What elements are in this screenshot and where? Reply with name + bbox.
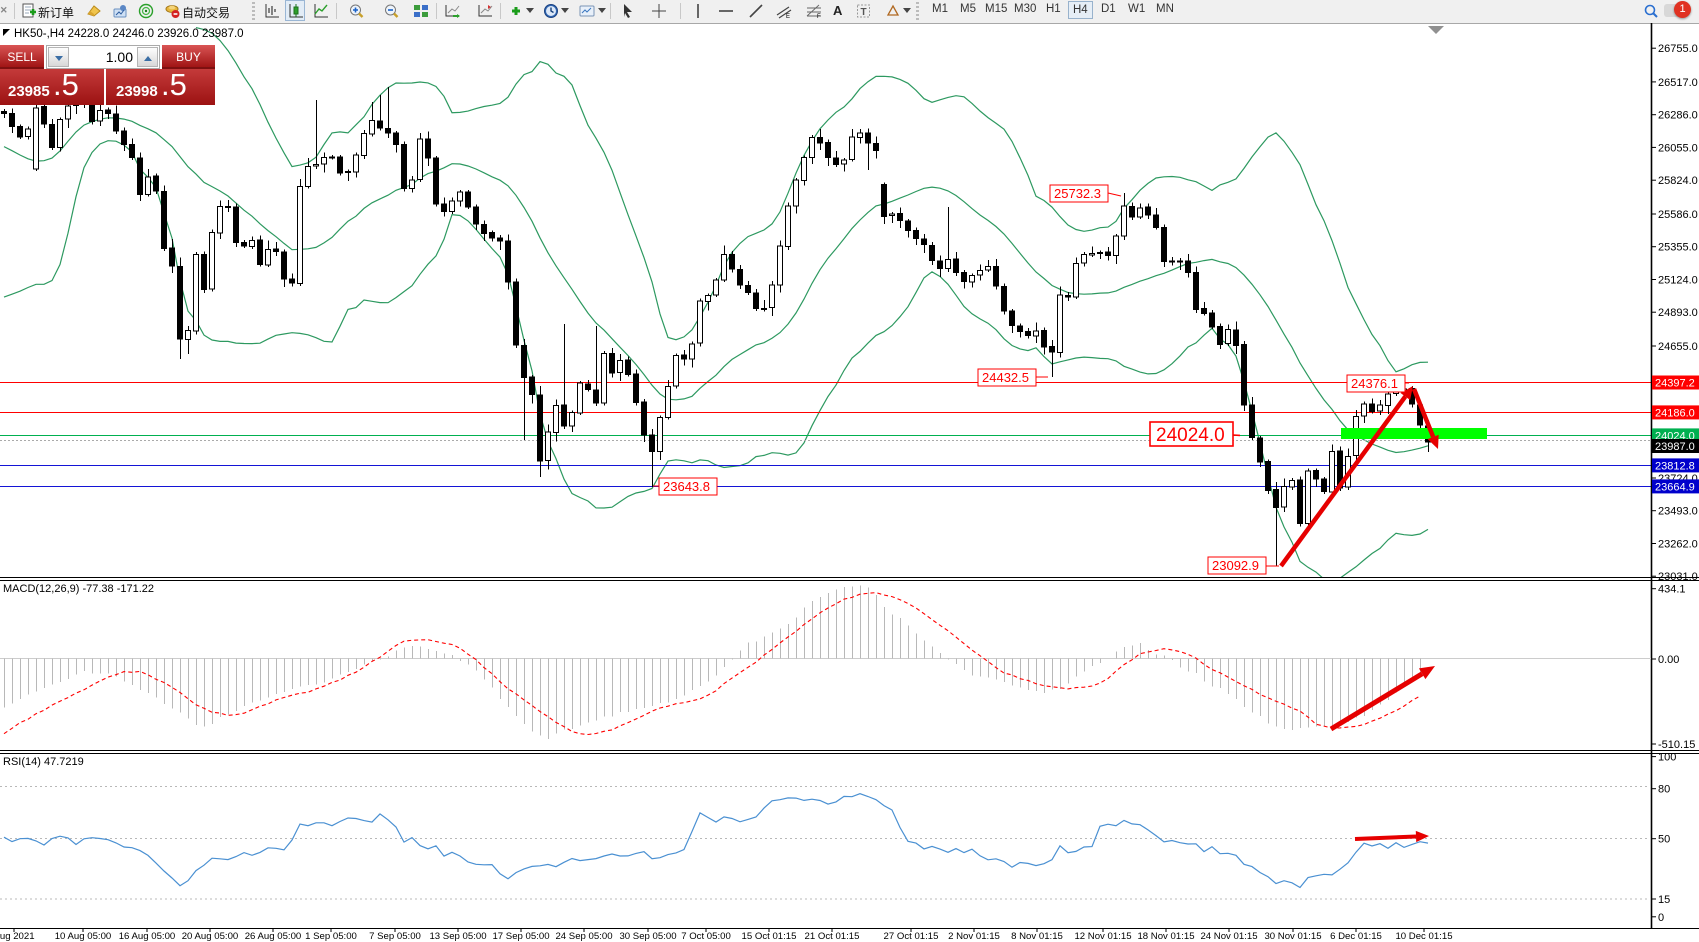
svg-text:23262.0: 23262.0 bbox=[1658, 539, 1698, 551]
svg-text:26755.0: 26755.0 bbox=[1658, 43, 1698, 55]
svg-text:21 Oct 01:15: 21 Oct 01:15 bbox=[805, 931, 860, 942]
svg-text:25824.0: 25824.0 bbox=[1658, 175, 1698, 187]
svg-text:F: F bbox=[817, 14, 821, 19]
svg-text:30 Sep 05:00: 30 Sep 05:00 bbox=[619, 931, 676, 942]
svg-text:26055.0: 26055.0 bbox=[1658, 142, 1698, 154]
svg-text:7 Oct 05:00: 7 Oct 05:00 bbox=[681, 931, 731, 942]
svg-text:10 Dec 01:15: 10 Dec 01:15 bbox=[1395, 931, 1452, 942]
svg-text:23987.0: 23987.0 bbox=[1655, 441, 1695, 453]
svg-text:24655.0: 24655.0 bbox=[1658, 341, 1698, 353]
svg-text:26 Aug 05:00: 26 Aug 05:00 bbox=[245, 931, 302, 942]
svg-text:27 Oct 01:15: 27 Oct 01:15 bbox=[884, 931, 939, 942]
svg-text:25355.0: 25355.0 bbox=[1658, 242, 1698, 254]
svg-text:10 Aug 05:00: 10 Aug 05:00 bbox=[55, 931, 112, 942]
svg-text:24024.0: 24024.0 bbox=[1156, 425, 1225, 446]
svg-text:23092.9: 23092.9 bbox=[1212, 558, 1259, 573]
svg-text:25732.3: 25732.3 bbox=[1054, 186, 1101, 201]
svg-text:24 Nov 01:15: 24 Nov 01:15 bbox=[1200, 931, 1257, 942]
svg-text:2 Nov 01:15: 2 Nov 01:15 bbox=[948, 931, 1000, 942]
svg-text:15 Oct 01:15: 15 Oct 01:15 bbox=[742, 931, 797, 942]
svg-text:HK50-,H4 24228.0 24246.0 2392: HK50-,H4 24228.0 24246.0 23926.0 23987.0 bbox=[14, 28, 244, 40]
svg-text:24 Sep 05:00: 24 Sep 05:00 bbox=[555, 931, 612, 942]
svg-text:23493.0: 23493.0 bbox=[1658, 506, 1698, 518]
svg-text:13 Sep 05:00: 13 Sep 05:00 bbox=[429, 931, 486, 942]
svg-text:20 Aug 05:00: 20 Aug 05:00 bbox=[182, 931, 239, 942]
svg-text:Aug 2021: Aug 2021 bbox=[0, 931, 35, 942]
svg-text:80: 80 bbox=[1658, 784, 1670, 796]
svg-text:26517.0: 26517.0 bbox=[1658, 77, 1698, 89]
svg-text:12 Nov 01:15: 12 Nov 01:15 bbox=[1074, 931, 1131, 942]
svg-text:MACD(12,26,9) -77.38 -171.22: MACD(12,26,9) -77.38 -171.22 bbox=[3, 583, 154, 595]
svg-text:0: 0 bbox=[1658, 912, 1664, 924]
svg-text:26286.0: 26286.0 bbox=[1658, 110, 1698, 122]
svg-text:-510.15: -510.15 bbox=[1658, 739, 1695, 751]
svg-text:15: 15 bbox=[1658, 894, 1670, 906]
svg-text:23812.8: 23812.8 bbox=[1655, 460, 1695, 472]
svg-text:24376.1: 24376.1 bbox=[1351, 376, 1398, 391]
svg-text:23664.9: 23664.9 bbox=[1655, 481, 1695, 493]
svg-text:100: 100 bbox=[1658, 752, 1676, 764]
svg-text:RSI(14) 47.7219: RSI(14) 47.7219 bbox=[3, 756, 84, 768]
svg-text:17 Sep 05:00: 17 Sep 05:00 bbox=[492, 931, 549, 942]
svg-text:30 Nov 01:15: 30 Nov 01:15 bbox=[1264, 931, 1321, 942]
svg-text:24893.0: 24893.0 bbox=[1658, 307, 1698, 319]
svg-text:24397.2: 24397.2 bbox=[1655, 378, 1695, 390]
svg-text:50: 50 bbox=[1658, 834, 1670, 846]
svg-text:434.1: 434.1 bbox=[1658, 584, 1686, 596]
svg-text:T: T bbox=[861, 7, 867, 18]
svg-text:6 Dec 01:15: 6 Dec 01:15 bbox=[1330, 931, 1382, 942]
svg-text:8 Nov 01:15: 8 Nov 01:15 bbox=[1011, 931, 1063, 942]
svg-text:16 Aug 05:00: 16 Aug 05:00 bbox=[119, 931, 176, 942]
svg-text:25124.0: 25124.0 bbox=[1658, 275, 1698, 287]
svg-text:24432.5: 24432.5 bbox=[982, 370, 1029, 385]
svg-text:25586.0: 25586.0 bbox=[1658, 209, 1698, 221]
svg-text:1 Sep 05:00: 1 Sep 05:00 bbox=[305, 931, 357, 942]
svg-text:7 Sep 05:00: 7 Sep 05:00 bbox=[369, 931, 421, 942]
svg-text:E: E bbox=[786, 14, 790, 19]
svg-text:0.00: 0.00 bbox=[1658, 654, 1679, 666]
svg-text:18 Nov 01:15: 18 Nov 01:15 bbox=[1137, 931, 1194, 942]
svg-text:23643.8: 23643.8 bbox=[663, 479, 710, 494]
svg-text:23031.0: 23031.0 bbox=[1658, 571, 1698, 583]
svg-text:24186.0: 24186.0 bbox=[1655, 407, 1695, 419]
